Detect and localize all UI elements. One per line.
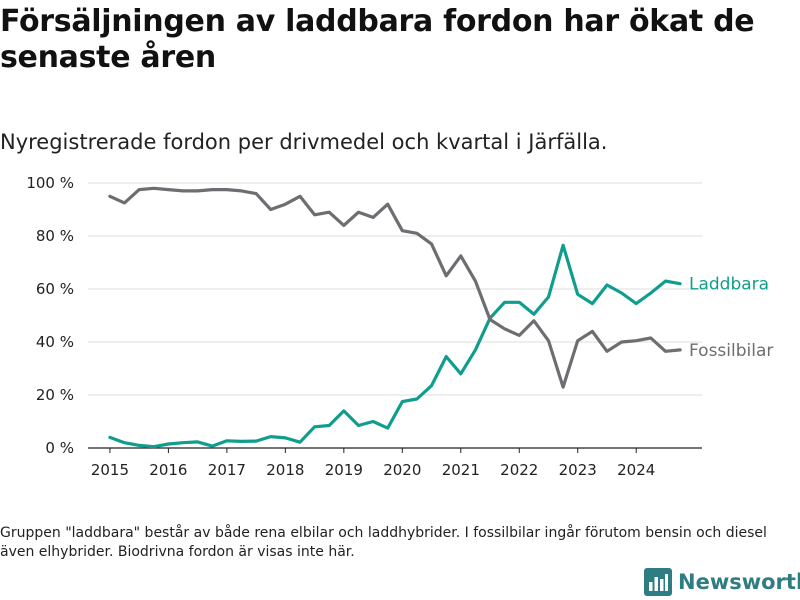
- y-tick-label: 0 %: [45, 439, 74, 457]
- series-line-fossilbilar: [108, 186, 682, 389]
- axes: 0 % 20 % 40 % 60 % 80 % 100 % 2015 2016 2017 2018…: [26, 174, 702, 479]
- series-labels: Laddbara Fossilbilar: [689, 275, 773, 361]
- x-tick-label: 2017: [208, 461, 246, 479]
- line-chart: 0 % 20 % 40 % 60 % 80 % 100 % 2015 2016 2017 2018…: [26, 174, 773, 479]
- x-tick-label: 2016: [149, 461, 187, 479]
- x-tick-label: 2019: [325, 461, 363, 479]
- chart-title: Försäljningen av laddbara fordon har öka…: [0, 4, 755, 75]
- brand-name: Newsworthy: [678, 570, 800, 594]
- newsworthy-logo-icon: [644, 568, 672, 596]
- series-label-fossilbilar: Fossilbilar: [689, 341, 773, 361]
- x-tick-label: 2023: [559, 461, 597, 479]
- x-tick-label: 2018: [266, 461, 304, 479]
- series-label-laddbara: Laddbara: [689, 275, 769, 295]
- x-tick-label: 2015: [91, 461, 129, 479]
- x-tick-label: 2020: [383, 461, 421, 479]
- y-tick-label: 60 %: [36, 280, 74, 298]
- y-tick-label: 40 %: [36, 333, 74, 351]
- x-tick-label: 2021: [442, 461, 480, 479]
- x-tick-label: 2022: [500, 461, 538, 479]
- y-tick-label: 80 %: [36, 227, 74, 245]
- chart-subtitle: Nyregistrerade fordon per drivmedel och …: [0, 130, 608, 154]
- series-line-laddbara: [108, 243, 682, 449]
- y-tick-label: 100 %: [26, 174, 74, 192]
- series-lines: [108, 186, 682, 449]
- y-tick-label: 20 %: [36, 386, 74, 404]
- newsworthy-logo[interactable]: Newsworthy: [644, 568, 800, 596]
- x-tick-label: 2024: [617, 461, 655, 479]
- footnote: Gruppen "laddbara" består av både rena e…: [0, 525, 767, 560]
